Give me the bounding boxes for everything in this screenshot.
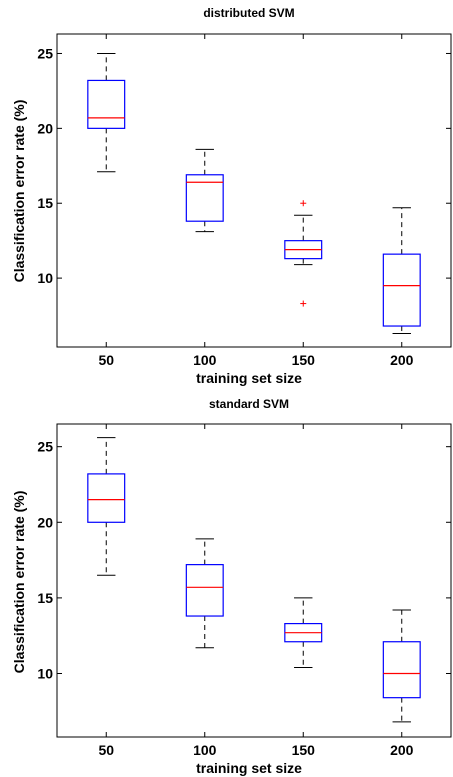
box — [87, 79, 126, 129]
x-tick-label: 150 — [292, 352, 316, 368]
x-tick-label: 200 — [390, 352, 414, 368]
y-tick-label: 10 — [37, 270, 53, 286]
y-tick-label: 10 — [37, 665, 53, 681]
x-tick-label: 150 — [292, 742, 316, 758]
y-axis-label: Classification error rate (%) — [11, 491, 27, 674]
y-tick-label: 15 — [37, 195, 53, 211]
y-axis-label: Classification error rate (%) — [11, 100, 27, 283]
x-tick-label: 200 — [390, 742, 414, 758]
x-axis-label: training set size — [196, 370, 302, 386]
box — [185, 564, 224, 617]
x-tick-label: 50 — [98, 352, 114, 368]
outlier-marker — [300, 300, 307, 307]
outlier-marker — [300, 200, 307, 207]
box — [382, 641, 421, 699]
y-tick-label: 25 — [37, 439, 53, 455]
plot-frame — [56, 33, 452, 348]
box — [87, 473, 126, 523]
y-tick-label: 20 — [37, 514, 53, 530]
box — [185, 174, 224, 222]
standard-svm-panel: standard SVM training set size Classific… — [11, 397, 452, 776]
x-tick-label: 100 — [193, 352, 217, 368]
y-tick-label: 25 — [37, 45, 53, 61]
x-axis-label: training set size — [196, 760, 302, 776]
x-tick-label: 100 — [193, 742, 217, 758]
plot-frame — [56, 423, 452, 738]
chart-title: distributed SVM — [203, 6, 294, 20]
x-tick-label: 50 — [98, 742, 114, 758]
chart-title: standard SVM — [209, 397, 289, 411]
box — [382, 253, 421, 327]
y-tick-label: 15 — [37, 590, 53, 606]
y-tick-label: 20 — [37, 120, 53, 136]
distributed-svm-panel: distributed SVM training set size Classi… — [11, 6, 452, 386]
